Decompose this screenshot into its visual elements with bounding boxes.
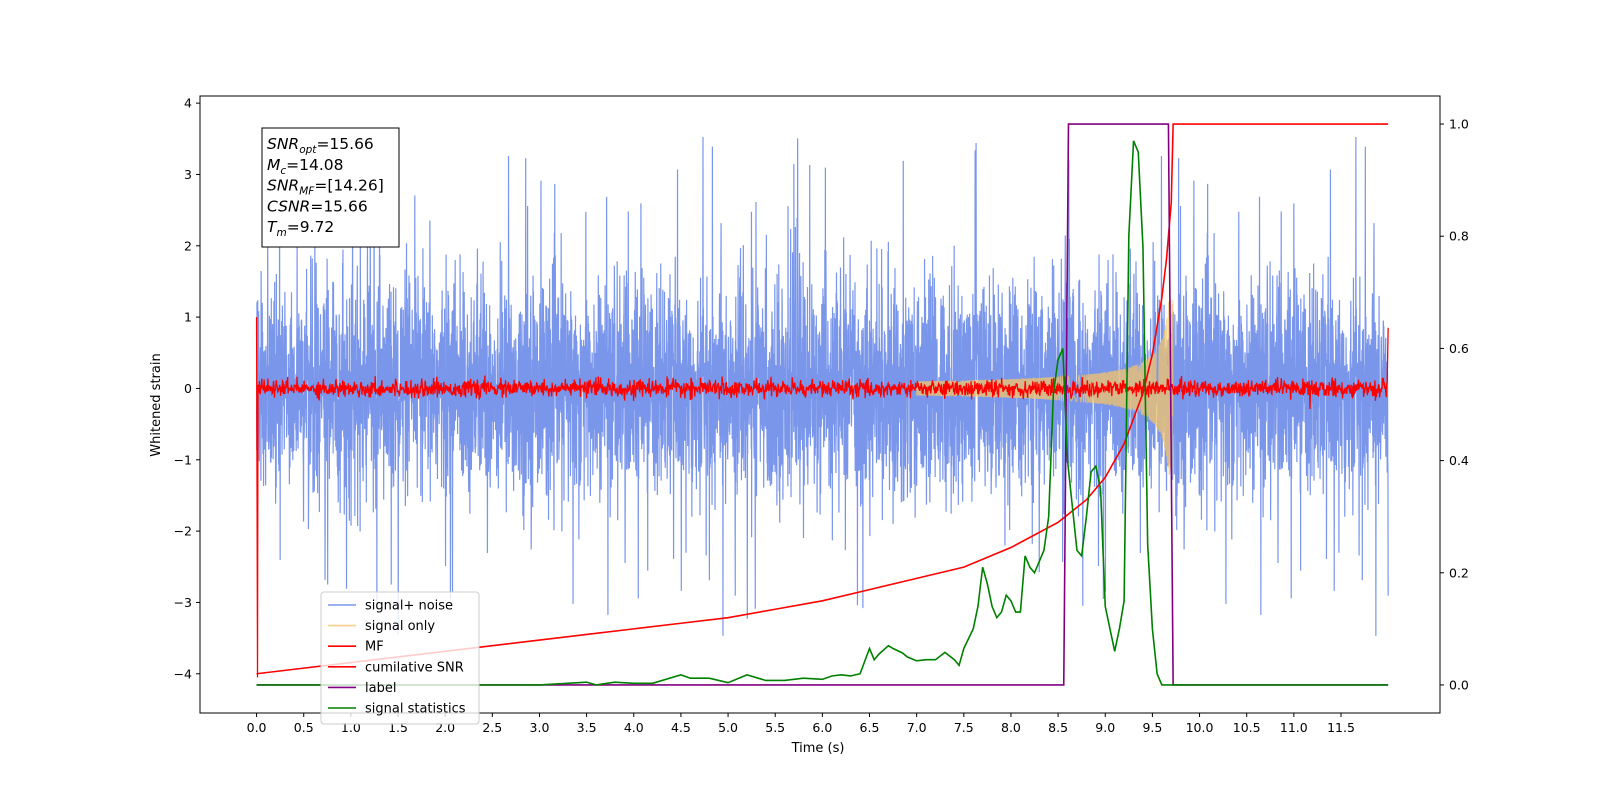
y-axis-label: Whitened strain: [149, 353, 164, 456]
x-tick-label: 11.0: [1280, 720, 1308, 735]
annotation-line: SNRMF=[14.26]: [267, 177, 384, 198]
legend-label: signal+ noise: [365, 599, 453, 614]
x-tick-label: 0.5: [294, 720, 314, 735]
annotation-line: Mc=14.08: [267, 156, 344, 177]
x-tick-label: 3.5: [577, 720, 597, 735]
x-tick-label: 7.0: [907, 720, 927, 735]
series-signal-only: [916, 299, 1174, 478]
x-tick-label: 7.5: [954, 720, 974, 735]
annotation-frame: [261, 127, 400, 248]
y-right-tick-label: 0.2: [1449, 565, 1469, 580]
x-tick-label: 6.5: [860, 720, 880, 735]
x-tick-label: 11.5: [1327, 720, 1355, 735]
legend-label: signal only: [365, 619, 435, 634]
x-tick-label: 5.5: [765, 720, 785, 735]
x-tick-label: 2.5: [482, 720, 502, 735]
plot-frame: [199, 95, 1441, 714]
y-left-tick-label: 4: [184, 96, 192, 111]
annotation-line: SNRopt=15.66: [267, 135, 374, 156]
x-tick-label: 0.0: [247, 720, 267, 735]
x-tick-label: 3.0: [530, 720, 550, 735]
legend-label: signal statistics: [365, 702, 466, 717]
x-tick-label: 9.5: [1142, 720, 1162, 735]
series-mf: [255, 317, 1389, 678]
annotation-line: Tm=9.72: [267, 218, 334, 239]
x-tick-label: 10.0: [1186, 720, 1214, 735]
legend-frame: [320, 591, 480, 725]
y-left-tick-label: −1: [174, 452, 192, 467]
legend-label: label: [365, 681, 396, 696]
y-right-tick-label: 0.8: [1449, 229, 1469, 244]
y-left-tick-label: −2: [174, 524, 192, 539]
annotation-box: SNRopt=15.66Mc=14.08SNRMF=[14.26]CSNR=15…: [261, 127, 400, 248]
legend-label: cumilative SNR: [365, 660, 464, 675]
y-right-tick-label: 0.6: [1449, 341, 1469, 356]
y-right-tick-label: 1.0: [1449, 117, 1469, 132]
x-axis-label: Time (s): [791, 741, 845, 756]
y-left-tick-label: −4: [174, 666, 192, 681]
series-signal-statistics: [256, 140, 1389, 686]
annotation-line: CSNR=15.66: [267, 197, 368, 215]
y-left-tick-label: 2: [184, 238, 192, 253]
axes: 0.0 0.5 1.0 1.5 2.0 2.5 3.0 3.5 4.0 4.5 5.0 5.5 6.0 6…: [174, 96, 1469, 735]
x-tick-label: 8.5: [1048, 720, 1068, 735]
x-tick-label: 6.0: [812, 720, 832, 735]
x-tick-label: 4.0: [624, 720, 644, 735]
y-left-tick-label: 1: [184, 310, 192, 325]
y-right-tick-label: 0.4: [1449, 453, 1469, 468]
y-left-tick-label: −3: [174, 595, 192, 610]
y-right-tick-label: 0.0: [1449, 677, 1469, 692]
legend: signal+ noise signal only MF cumilative SNR…: [320, 591, 480, 725]
x-tick-label: 9.0: [1095, 720, 1115, 735]
x-tick-label: 4.5: [671, 720, 691, 735]
y-left-tick-label: 0: [184, 381, 192, 396]
y-left-tick-label: 3: [184, 167, 192, 182]
x-tick-label: 8.0: [1001, 720, 1021, 735]
legend-label: MF: [365, 640, 384, 655]
x-tick-label: 10.5: [1233, 720, 1261, 735]
series-signal-plus-noise: [255, 137, 1389, 636]
x-tick-label: 5.0: [718, 720, 738, 735]
